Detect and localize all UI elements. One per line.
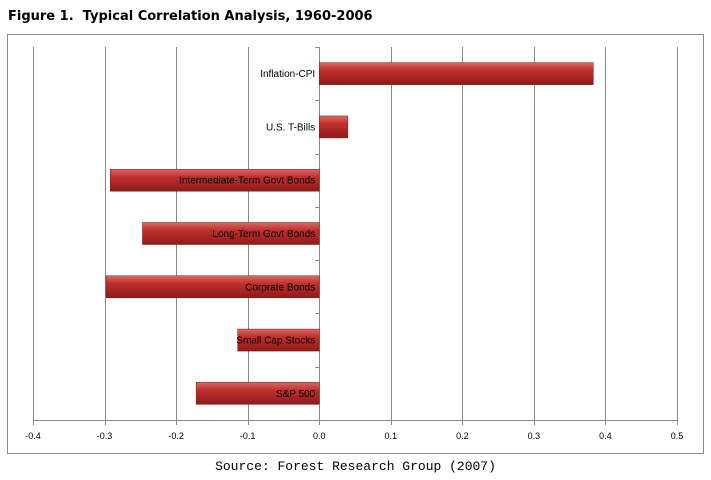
- bar: [237, 328, 320, 352]
- tick-label: -0.1: [240, 431, 256, 441]
- category-label: Intermediate-Term Govt Bonds: [179, 176, 315, 187]
- category-label: S&P 500: [276, 389, 316, 400]
- bars: [105, 62, 594, 405]
- category-label: U.S. T-Bills: [266, 122, 315, 133]
- bar: [195, 382, 320, 405]
- tick-label: -0.2: [168, 431, 184, 441]
- tick-label: 0.0: [313, 431, 326, 441]
- tick-label: 0.4: [599, 431, 612, 441]
- tick-label: 0.2: [456, 431, 469, 441]
- category-labels: Inflation-CPI U.S. T-Bills Intermediate-Te…: [179, 69, 316, 400]
- category-label: Inflation-CPI: [260, 69, 315, 80]
- tick-label: -0.3: [97, 431, 113, 441]
- tick-label: 0.5: [671, 431, 684, 441]
- tick-label: 0.3: [528, 431, 541, 441]
- tick-label: 0.1: [385, 431, 398, 441]
- figure-title: Figure 1. Typical Correlation Analysis, …: [8, 9, 373, 24]
- tick-label: -0.4: [25, 431, 41, 441]
- bar: [105, 275, 320, 299]
- category-label: Long-Term Govt Bonds: [212, 229, 315, 240]
- x-axis: [33, 47, 678, 425]
- source-note: Source: Forest Research Group (2007): [215, 459, 496, 474]
- chart-border: [7, 34, 704, 454]
- bar: [110, 168, 320, 192]
- tick-labels: -0.4 -0.3 -0.2 -0.1 0.0 0.1 0.2 0.3 0.4 0.5: [25, 431, 683, 441]
- bar: [318, 62, 594, 85]
- bar: [142, 222, 320, 245]
- category-label: Corprate Bonds: [245, 282, 315, 293]
- category-label: Small Cap Stocks: [236, 336, 315, 347]
- bar: [318, 115, 349, 139]
